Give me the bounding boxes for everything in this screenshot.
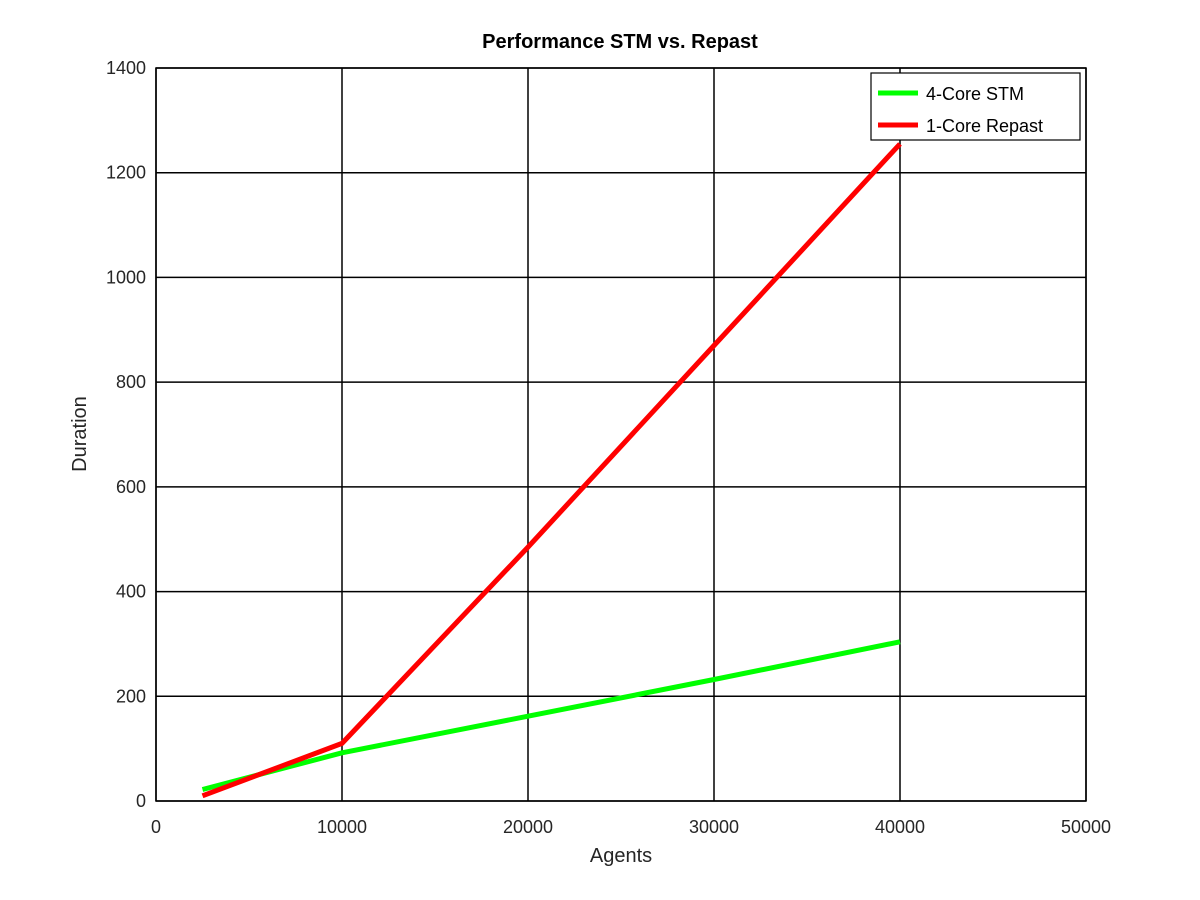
tick-labels: 0 10000 20000 30000 40000 50000 0 200 400 600 800 1… bbox=[106, 58, 1111, 837]
x-tick-label: 40000 bbox=[875, 817, 925, 837]
chart-title: Performance STM vs. Repast bbox=[482, 31, 758, 53]
x-tick-label: 10000 bbox=[317, 817, 367, 837]
series-lines bbox=[201, 142, 902, 799]
series-line-1-core-repast bbox=[201, 142, 902, 799]
y-tick-label: 400 bbox=[116, 582, 146, 602]
y-tick-label: 1200 bbox=[106, 163, 146, 183]
y-tick-label: 1000 bbox=[106, 267, 146, 287]
x-tick-label: 50000 bbox=[1061, 817, 1111, 837]
x-tick-label: 20000 bbox=[503, 817, 553, 837]
y-tick-label: 200 bbox=[116, 686, 146, 706]
y-tick-label: 1400 bbox=[106, 58, 146, 78]
y-axis-label: Duration bbox=[69, 396, 91, 472]
x-tick-label: 0 bbox=[151, 817, 161, 837]
y-tick-label: 600 bbox=[116, 477, 146, 497]
legend-label-4-core-stm: 4-Core STM bbox=[926, 84, 1024, 104]
x-tick-label: 30000 bbox=[689, 817, 739, 837]
x-axis-label: Agents bbox=[590, 845, 652, 867]
legend-label-1-core-repast: 1-Core Repast bbox=[926, 116, 1043, 136]
legend: 4-Core STM 1-Core Repast bbox=[870, 72, 1081, 141]
y-tick-label: 0 bbox=[136, 791, 146, 811]
legend-box bbox=[870, 72, 1081, 141]
y-tick-label: 800 bbox=[116, 372, 146, 392]
plot-frame bbox=[155, 67, 1087, 802]
series-line-4-core-stm bbox=[201, 639, 901, 792]
grid bbox=[155, 67, 1087, 802]
